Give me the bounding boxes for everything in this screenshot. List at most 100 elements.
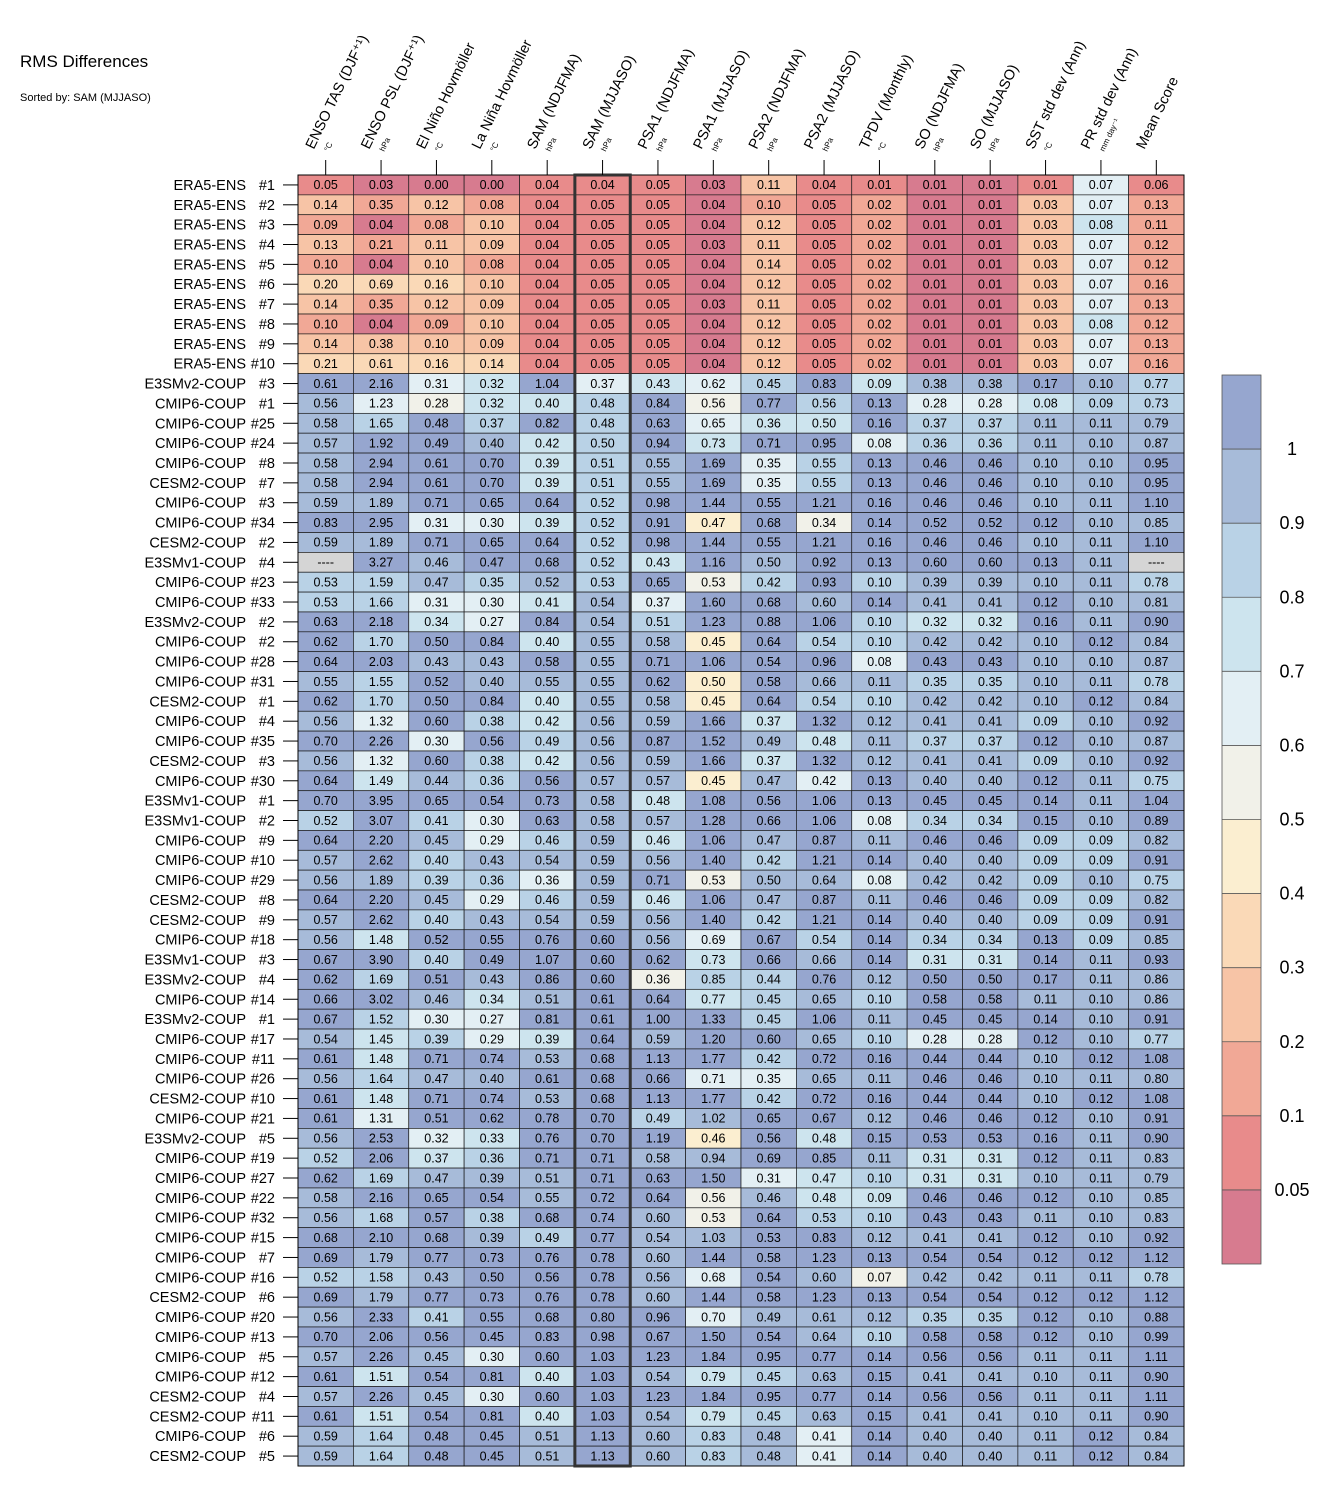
cell-value-label: 1.69 [369,1171,393,1185]
cell-value-label: 0.78 [1144,1271,1168,1285]
cell-value-label: 0.74 [480,1092,504,1106]
cell-value-label: 0.31 [923,1171,947,1185]
cell-value-label: 0.52 [424,675,448,689]
cell-value-label: 0.03 [1033,198,1057,212]
cell-value-label: 0.12 [1033,1032,1057,1046]
cell-value-label: 0.13 [867,794,891,808]
cell-value-label: 0.14 [867,516,891,530]
cell-value-label: 0.01 [867,178,891,192]
cell-value-label: 0.65 [812,993,836,1007]
cell-value-label: 0.88 [1144,1310,1168,1324]
cell-value-label: 0.58 [314,456,338,470]
row-label-id: #9 [259,833,275,849]
cell-value-label: 0.35 [480,575,504,589]
row-label-id: #5 [259,1449,275,1465]
cell-value-label: 0.11 [1089,794,1112,808]
cell-value-label: 0.48 [757,1449,781,1463]
cell-value-label: 0.46 [923,893,947,907]
cell-value-label: 0.76 [812,973,836,987]
cell-value-label: 1.48 [369,1092,393,1106]
cell-value-label: 0.12 [867,714,891,728]
cell-value-label: 0.51 [535,993,559,1007]
cell-value-label: 0.14 [314,337,338,351]
row-label-name: E3SMv2-COUP [144,1131,246,1147]
cell-value-label: 0.60 [535,1390,559,1404]
row-label-id: #27 [251,1171,275,1187]
cell-value-label: 0.68 [590,1072,614,1086]
cell-value-label: 0.56 [590,754,614,768]
cell-value-label: 0.09 [480,238,504,252]
cell-value-label: 0.42 [812,774,836,788]
cell-value-label: 0.82 [535,417,559,431]
cell-value-label: 0.42 [757,1092,781,1106]
cell-value-label: 0.09 [1089,854,1113,868]
cell-value-label: 0.46 [978,834,1002,848]
row-label-id: #24 [251,436,275,452]
colorbar-tick-label: 0.6 [1279,735,1304,755]
cell-value-label: 0.02 [867,258,891,272]
row-label-name: CMIP6-COUP [155,1270,246,1286]
cell-value-label: 0.40 [923,1449,947,1463]
cell-value-label: 0.34 [923,933,947,947]
column-header-label: TPDV (Monthly) [857,52,917,152]
cell-value-label: 1.23 [812,1290,836,1304]
cell-value-label: 2.18 [369,615,393,629]
cell-value-label: 0.46 [923,496,947,510]
cell-value-label: 0.56 [923,1390,947,1404]
column-header-label: SST std dev (Ann) [1023,38,1089,151]
cell-value-label: 0.86 [1144,973,1168,987]
cell-value-label: 0.12 [757,218,781,232]
cell-value-label: 0.10 [1033,1370,1057,1384]
cell-value-label: 0.76 [535,933,559,947]
cell-value-label: 0.43 [978,655,1002,669]
cell-value-label: 0.38 [369,337,393,351]
cell-value-label: 0.45 [757,993,781,1007]
cell-value-label: 1.77 [701,1092,725,1106]
cell-value-label: 0.52 [424,933,448,947]
cell-value-label: 0.94 [701,1151,725,1165]
cell-value-label: 0.64 [757,635,781,649]
row-label-id: #17 [251,1032,275,1048]
cell-value-label: 0.47 [424,575,448,589]
cell-value-label: 0.40 [535,1410,559,1424]
cell-value-label: 1.08 [1144,1052,1168,1066]
cell-value-label: 1.89 [369,496,393,510]
cell-value-label: 0.46 [923,834,947,848]
cell-value-label: 0.01 [978,317,1002,331]
cell-value-label: 0.83 [701,1449,725,1463]
cell-value-label: 0.27 [480,1012,504,1026]
cell-value-label: 0.02 [867,198,891,212]
cell-value-label: 1.92 [369,436,393,450]
row-label-name: CMIP6-COUP [155,1350,246,1366]
cell-value-label: 0.71 [646,655,670,669]
cell-value-label: 0.61 [424,476,448,490]
cell-value-label: 0.82 [1144,834,1168,848]
cell-value-label: 0.90 [1144,1370,1168,1384]
cell-value-label: 1.19 [646,1132,670,1146]
cell-value-label: 0.12 [1089,1290,1113,1304]
cell-value-label: 0.69 [314,1290,338,1304]
cell-value-label: 0.61 [314,1410,338,1424]
row-label-id: #4 [259,1389,275,1405]
cell-value-label: 0.53 [535,1092,559,1106]
row-label-id: #9 [259,337,275,353]
cell-value-label: 0.53 [978,1132,1002,1146]
cell-value-label: 0.10 [480,218,504,232]
row-label-name: ERA5-ENS [173,178,246,194]
cell-value-label: 0.05 [590,198,614,212]
cell-value-label: 0.67 [757,933,781,947]
cell-value-label: 0.31 [923,1151,947,1165]
cell-value-label: 0.11 [757,297,780,311]
cell-value-label: 0.71 [424,1092,448,1106]
cell-value-label: 0.73 [1144,397,1168,411]
cell-value-label: 0.01 [923,238,947,252]
cell-value-label: 0.42 [757,913,781,927]
cell-value-label: 0.40 [923,1430,947,1444]
cell-value-label: 1.69 [701,456,725,470]
cell-value-label: 0.57 [424,1211,448,1225]
cell-value-label: 0.01 [978,297,1002,311]
cell-value-label: 0.54 [812,695,836,709]
cell-value-label: 0.52 [590,536,614,550]
cell-value-label: 0.28 [424,397,448,411]
cell-value-label: 0.37 [424,1151,448,1165]
